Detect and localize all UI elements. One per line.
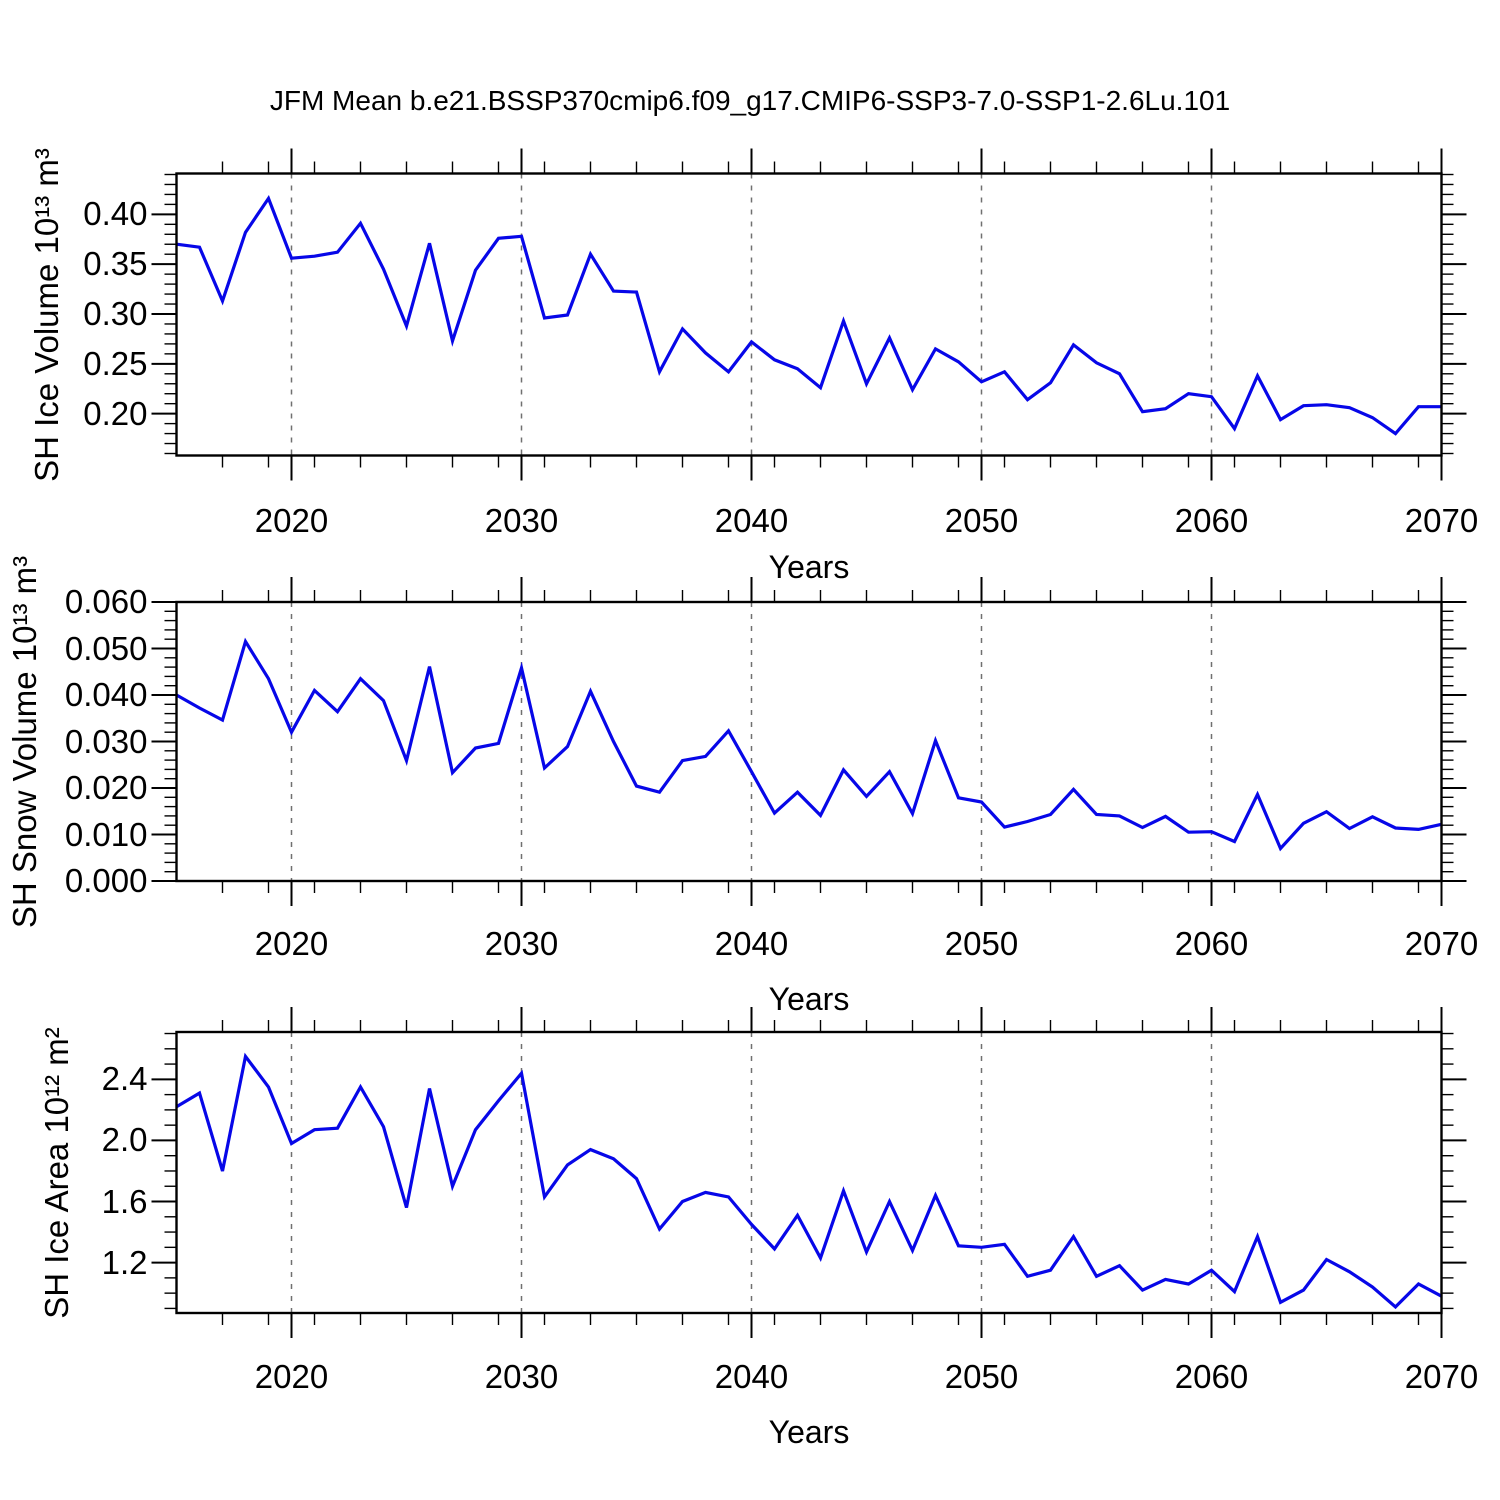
- x-tick-label: 2060: [1174, 925, 1249, 962]
- y-tick-label: 0.000: [64, 862, 148, 899]
- x-tick-label: 2020: [254, 1358, 329, 1395]
- x-tick-label: 2050: [944, 502, 1019, 539]
- figure-title: JFM Mean b.e21.BSSP370cmip6.f09_g17.CMIP…: [269, 85, 1231, 116]
- x-axis-title: Years: [768, 1414, 850, 1450]
- x-tick-label: 2050: [944, 1358, 1019, 1395]
- x-tick-label: 2040: [714, 1358, 789, 1395]
- y-tick-label: 0.040: [64, 676, 148, 713]
- y-tick-label: 2.4: [101, 1060, 148, 1098]
- x-axis-title: Years: [768, 981, 850, 1017]
- y-tick-label: 1.6: [101, 1182, 148, 1220]
- x-tick-label: 2060: [1174, 502, 1249, 539]
- x-axis-title: Years: [768, 549, 850, 585]
- plot-border: [175, 1030, 1443, 1315]
- x-tick-label: 2060: [1174, 1358, 1249, 1395]
- x-tick-label: 2070: [1404, 925, 1479, 962]
- y-tick-label: 0.40: [83, 195, 148, 233]
- y-axis-title: SH Ice Area 10¹² m²: [38, 1026, 75, 1319]
- y-tick-label: 1.2: [101, 1243, 148, 1281]
- y-tick-label: 0.020: [64, 769, 148, 806]
- x-tick-label: 2070: [1404, 502, 1479, 539]
- x-tick-label: 2020: [254, 502, 329, 539]
- y-tick-label: 0.25: [83, 344, 148, 382]
- x-tick-label: 2050: [944, 925, 1019, 962]
- y-tick-label: 0.030: [64, 722, 148, 760]
- y-tick-label: 0.30: [83, 295, 148, 332]
- x-tick-label: 2040: [714, 925, 789, 962]
- x-tick-label: 2030: [484, 925, 559, 962]
- y-tick-label: 0.010: [64, 815, 148, 853]
- x-tick-label: 2070: [1404, 1358, 1479, 1395]
- y-tick-label: 0.050: [64, 629, 148, 667]
- sh-ice-area-line: [175, 1052, 1443, 1310]
- x-tick-label: 2040: [714, 502, 789, 539]
- y-tick-label: 0.20: [83, 394, 148, 432]
- y-tick-label: 0.060: [64, 583, 148, 620]
- x-tick-label: 2030: [484, 1358, 559, 1395]
- sh-ice-volume-line: [176, 194, 1442, 436]
- y-tick-label: 2.0: [101, 1121, 148, 1159]
- y-tick-label: 0.35: [83, 245, 148, 283]
- x-tick-label: 2030: [484, 502, 559, 539]
- sh-snow-volume-line: [175, 637, 1442, 852]
- x-tick-label: 2020: [254, 925, 329, 962]
